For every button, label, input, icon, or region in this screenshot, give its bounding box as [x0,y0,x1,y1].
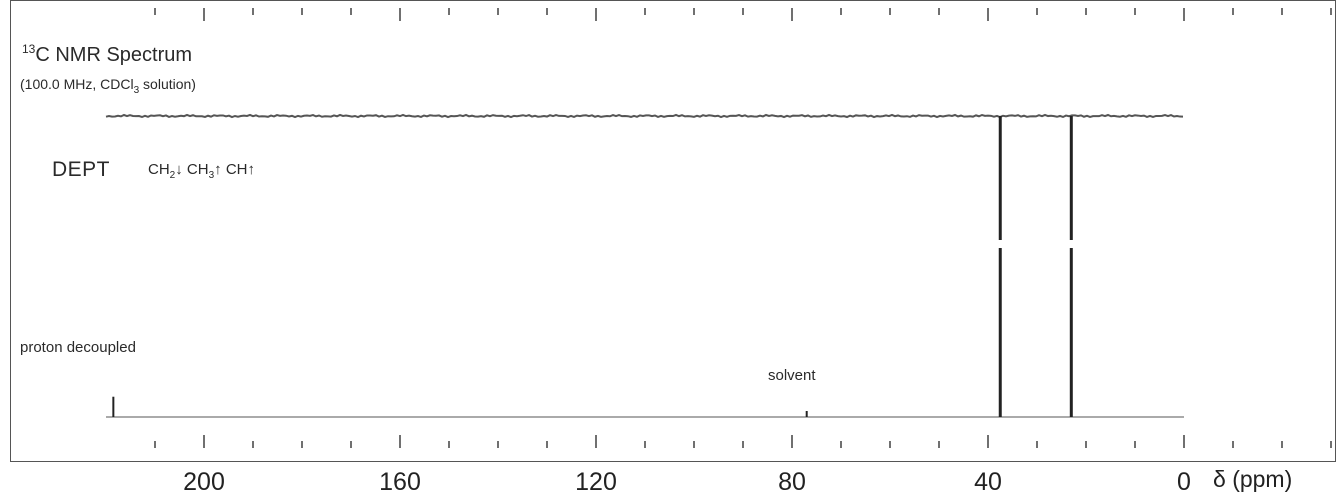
spectrum-frame [10,0,1336,462]
dept-key-ch: CH↑ [225,161,255,178]
x-tick-label: 120 [575,468,617,496]
subtitle-sub: 3 [133,84,140,96]
solvent-annotation: solvent [768,367,816,384]
x-axis-label: δ (ppm) [1213,466,1293,492]
chart-subtitle: (100.0 MHz, CDCl3 solution) [20,76,196,96]
chart-title-text: C NMR Spectrum [35,44,193,66]
x-tick-label: 0 [1177,468,1191,496]
dept-key-ch3: CH3↑ [186,161,222,181]
subtitle-before: (100.0 MHz, CDCl [20,76,134,92]
x-tick-label: 80 [778,468,806,496]
chart-title-isotope: 13 [22,42,36,56]
dept-key-ch2: CH2↓ [148,161,183,181]
subtitle-after: solution) [139,76,196,92]
x-tick-label: 40 [974,468,1002,496]
chart-title: 13C NMR Spectrum [22,42,192,67]
dept-label: DEPT [52,158,111,181]
x-tick-label: 200 [183,468,225,496]
proton-decoupled-label: proton decoupled [20,339,136,356]
x-tick-label: 160 [379,468,421,496]
dept-baseline [105,113,1184,119]
dept-key: CH2↓ CH3↑ CH↑ [148,161,255,181]
